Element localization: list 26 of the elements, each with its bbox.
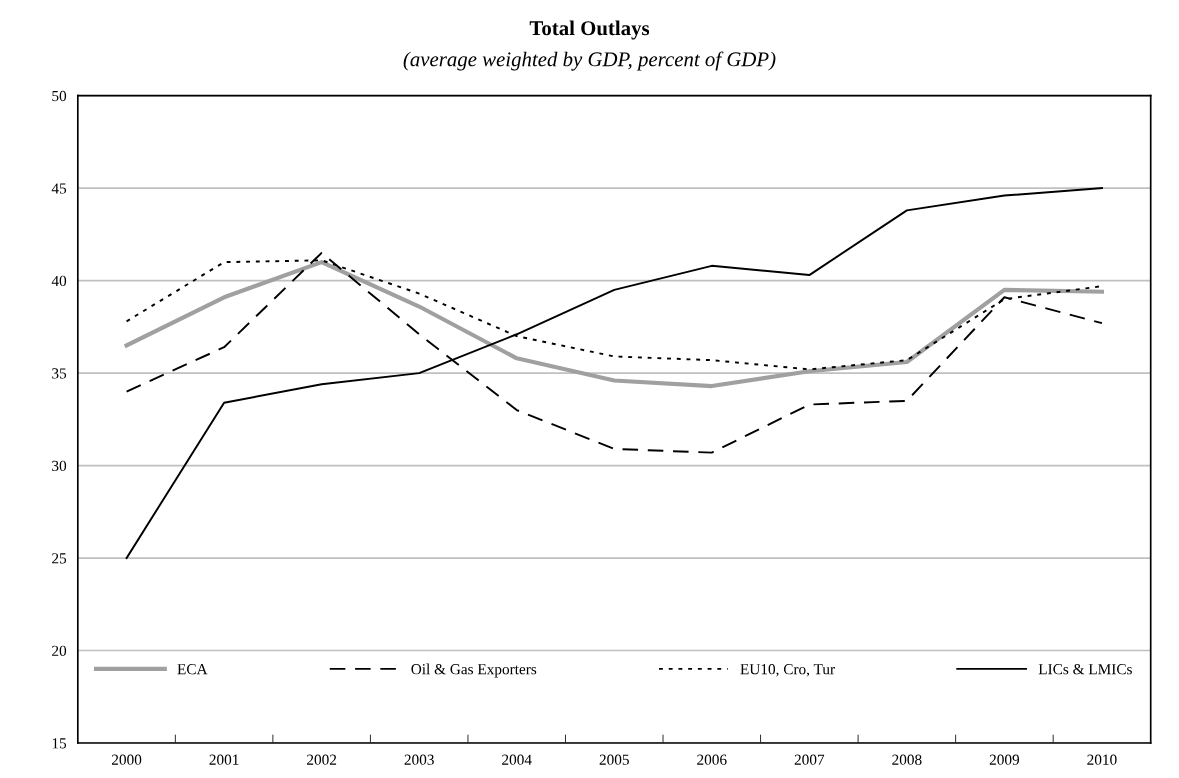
x-tick-label: 2005 bbox=[599, 754, 629, 765]
x-tick-label: 2006 bbox=[697, 754, 727, 765]
legend-label: LICs & LMICs bbox=[1038, 664, 1132, 675]
legend-label: EU10, Cro, Tur bbox=[740, 664, 835, 677]
x-tick-label: 2010 bbox=[1087, 754, 1117, 765]
y-tick-label: 20 bbox=[52, 645, 67, 656]
x-tick-label: 2004 bbox=[502, 754, 532, 765]
y-tick-label: 25 bbox=[52, 553, 67, 564]
x-tick-label: 2002 bbox=[307, 754, 337, 765]
line-series bbox=[125, 187, 1103, 560]
legend-label: ECA bbox=[177, 664, 208, 675]
chart-subtitle: (average weighted by GDP, percent of GDP) bbox=[403, 51, 776, 71]
y-tick-label: 15 bbox=[52, 738, 67, 749]
y-tick-label: 40 bbox=[51, 275, 67, 287]
x-tick-label: 2000 bbox=[111, 754, 142, 765]
y-tick-label: 35 bbox=[52, 368, 67, 379]
x-tick-label: 2009 bbox=[989, 754, 1020, 765]
y-tick-label: 45 bbox=[51, 183, 67, 194]
legend-label: Oil & Gas Exporters bbox=[411, 663, 537, 678]
x-tick-label: 2001 bbox=[209, 754, 239, 765]
chart-title: Total Outlays bbox=[529, 20, 650, 40]
x-tick-label: 2007 bbox=[794, 754, 825, 765]
x-tick-label: 2003 bbox=[404, 754, 434, 765]
x-tick-label: 2008 bbox=[892, 754, 922, 765]
y-tick-label: 30 bbox=[52, 460, 67, 472]
y-tick-label: 50 bbox=[52, 90, 67, 102]
